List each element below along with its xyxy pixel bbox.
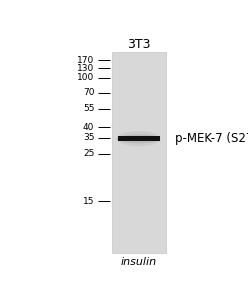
Bar <box>118 136 160 141</box>
Text: 3T3: 3T3 <box>127 38 150 51</box>
Text: 35: 35 <box>83 133 94 142</box>
Ellipse shape <box>117 134 160 143</box>
Text: p-MEK-7 (S271): p-MEK-7 (S271) <box>175 132 248 145</box>
Ellipse shape <box>117 131 161 146</box>
Bar <box>112 52 166 253</box>
Text: 70: 70 <box>83 88 94 97</box>
Text: 170: 170 <box>77 56 94 65</box>
Text: insulin: insulin <box>121 257 157 267</box>
Text: 130: 130 <box>77 64 94 73</box>
Text: 40: 40 <box>83 123 94 132</box>
Text: 55: 55 <box>83 104 94 113</box>
Text: 15: 15 <box>83 197 94 206</box>
Text: 25: 25 <box>83 149 94 158</box>
Text: 100: 100 <box>77 73 94 82</box>
